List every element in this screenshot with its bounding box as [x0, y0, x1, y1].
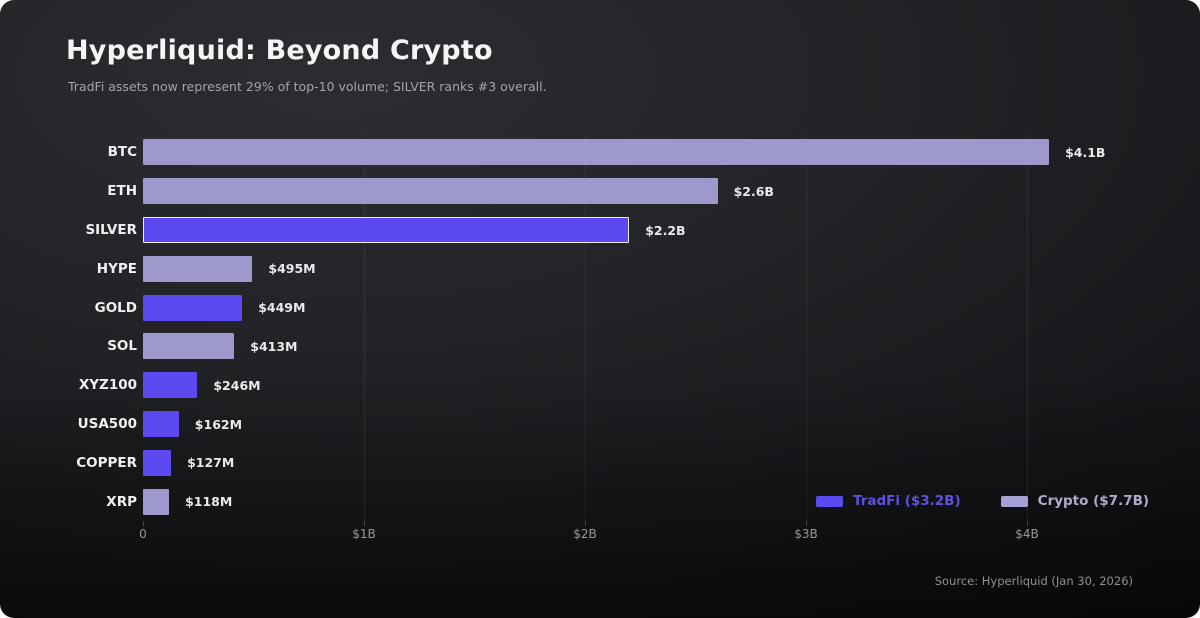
source-note: Source: Hyperliquid (Jan 30, 2026)	[934, 574, 1133, 588]
legend-swatch-crypto	[1000, 495, 1028, 507]
category-label-hype: HYPE	[96, 260, 137, 277]
chart-legend: TradFi ($3.2B) Crypto ($7.7B)	[816, 493, 1149, 509]
page-title: Hyperliquid: Beyond Crypto	[66, 35, 493, 66]
gridline	[1027, 133, 1028, 521]
category-label-xyz100: XYZ100	[78, 377, 137, 394]
x-tick-mark	[143, 521, 144, 526]
category-label-usa500: USA500	[77, 415, 137, 432]
value-label-copper: $127M	[187, 455, 235, 471]
legend-label-tradfi: TradFi ($3.2B)	[853, 493, 961, 509]
category-label-eth: ETH	[107, 183, 137, 200]
x-tick-mark	[1027, 521, 1028, 526]
category-label-silver: SILVER	[85, 221, 137, 238]
x-tick-label: 0	[139, 527, 147, 541]
value-label-usa500: $162M	[194, 416, 243, 432]
x-tick-label: $4B	[1015, 527, 1039, 541]
x-tick-label: $2B	[573, 527, 597, 541]
x-tick-mark	[585, 521, 586, 526]
x-tick-label: $1B	[352, 527, 376, 541]
legend-label-crypto: Crypto ($7.7B)	[1037, 493, 1150, 509]
category-label-gold: GOLD	[94, 299, 137, 316]
category-label-copper: COPPER	[76, 454, 137, 471]
bar-xyz100	[143, 372, 198, 399]
legend-item-crypto: Crypto ($7.7B)	[1000, 493, 1150, 509]
category-axis: BTC ETH SILVER HYPE GOLD SOL XYZ100 USA500 COPPE…	[0, 133, 137, 521]
value-label-xrp: $118M	[185, 494, 233, 510]
x-tick-mark	[364, 521, 365, 526]
chart-subtitle: TradFi assets now represent 29% of top-1…	[68, 79, 547, 94]
legend-item-tradfi: TradFi ($3.2B)	[816, 493, 961, 509]
legend-swatch-tradfi	[816, 495, 843, 507]
value-label-sol: $413M	[250, 338, 298, 354]
bar-hype	[143, 255, 253, 282]
bar-gold	[143, 294, 243, 321]
x-tick-mark	[806, 521, 807, 526]
bar-xrp	[143, 488, 170, 515]
value-label-eth: $2.6B	[733, 183, 774, 199]
bar-usa500	[143, 411, 179, 437]
bar-btc	[143, 139, 1050, 166]
value-label-btc: $4.1B	[1065, 144, 1106, 160]
value-label-xyz100: $246M	[213, 377, 261, 393]
plot-area: $4.1B $2.6B $2.2B $495M $449M $413M $246M $162M…	[143, 133, 1105, 521]
value-label-hype: $495M	[268, 261, 316, 277]
category-label-xrp: XRP	[106, 493, 137, 510]
value-label-silver: $2.2B	[645, 222, 686, 238]
gridline	[585, 133, 586, 521]
bar-sol	[143, 333, 235, 360]
gridline	[364, 133, 365, 521]
category-label-sol: SOL	[107, 338, 137, 355]
gridline	[806, 133, 807, 521]
value-label-gold: $449M	[258, 300, 306, 316]
x-tick-label: $3B	[794, 527, 818, 541]
bar-copper	[143, 449, 172, 476]
bar-eth	[143, 178, 718, 205]
category-label-btc: BTC	[107, 144, 137, 161]
bar-silver	[143, 217, 630, 243]
